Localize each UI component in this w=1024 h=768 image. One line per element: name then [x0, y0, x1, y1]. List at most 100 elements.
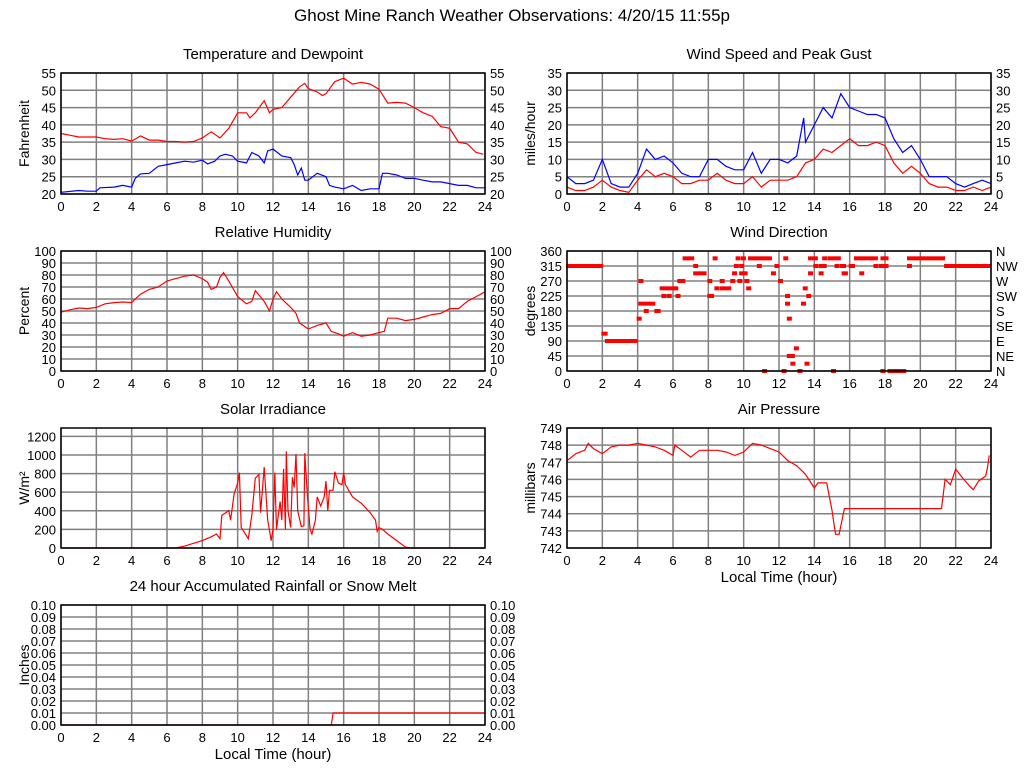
wind-direction-mark [848, 264, 855, 268]
y-tick-label: 600 [34, 485, 56, 500]
wind-direction-mark [804, 361, 810, 366]
y-tick-label: 1000 [27, 448, 56, 463]
right-y-tick-label: 100 [490, 244, 512, 259]
wind-direction-mark [733, 264, 739, 268]
wind-direction-mark [737, 279, 743, 283]
y-tick-label: 60 [42, 292, 56, 307]
right-y-tick-label: 20 [996, 118, 1010, 133]
x-tick-label: 18 [878, 199, 892, 214]
wind-direction-mark [746, 286, 752, 291]
y-tick-label: 45 [548, 349, 562, 364]
y-tick-label: 747 [540, 455, 562, 470]
y-tick-label: 40 [42, 316, 56, 331]
y-tick-label: 749 [540, 421, 562, 436]
page-title: Ghost Mine Ranch Weather Observations: 4… [294, 6, 730, 25]
wind-direction-mark [730, 279, 736, 283]
y-tick-label: 35 [548, 66, 562, 81]
plot-border [566, 250, 992, 372]
x-tick-label: 0 [57, 553, 64, 568]
y-tick-label: 0 [49, 364, 56, 379]
y-tick-label: 180 [540, 304, 562, 319]
x-tick-label: 2 [93, 199, 100, 214]
wind-direction-mark [677, 279, 686, 283]
wind-direction-mark [813, 264, 819, 268]
y-tick-label: 0.04 [31, 670, 56, 685]
x-tick-label: 10 [230, 730, 244, 745]
right-y-tick-label: 0 [996, 187, 1003, 202]
y-tick-label: 20 [548, 118, 562, 133]
wind-direction-mark [785, 294, 791, 298]
x-tick-label: 20 [407, 553, 421, 568]
right-y-tick-label: 10 [996, 152, 1010, 167]
y-axis-label: Fahrenheit [16, 100, 32, 167]
x-tick-label: 18 [372, 199, 386, 214]
wind-direction-mark [675, 294, 681, 298]
x-tick-label: 20 [913, 376, 927, 391]
y-axis-label: Inches [16, 644, 32, 685]
wind-direction-mark [719, 286, 732, 291]
x-tick-label: 24 [478, 199, 492, 214]
y-tick-label: 25 [548, 101, 562, 116]
series-line-solar-irradiance [61, 451, 485, 549]
wind-direction-mark [638, 301, 656, 306]
y-axis-label: millibars [522, 462, 538, 513]
x-axis-label: Local Time (hour) [721, 569, 838, 586]
wind-direction-mark [808, 271, 814, 276]
x-tick-label: 4 [634, 553, 641, 568]
y-tick-label: 50 [42, 83, 56, 98]
x-tick-label: 8 [705, 376, 712, 391]
rainfall-chart: 24 hour Accumulated Rainfall or Snow Mel… [16, 578, 515, 763]
x-tick-label: 22 [948, 553, 962, 568]
x-tick-label: 2 [599, 199, 606, 214]
x-tick-label: 14 [301, 730, 315, 745]
y-tick-label: 0 [555, 187, 562, 202]
series-line-peak-gust [567, 92, 991, 188]
right-y-tick-label: 5 [996, 170, 1003, 185]
x-tick-label: 8 [199, 376, 206, 391]
chart-title: Wind Speed and Peak Gust [686, 46, 872, 63]
y-tick-label: 1200 [27, 429, 56, 444]
y-axis-label: W/m² [16, 471, 32, 505]
right-y-tick-label: 40 [490, 316, 504, 331]
y-tick-label: 360 [540, 244, 562, 259]
x-tick-label: 4 [128, 376, 135, 391]
wind-direction-mark [756, 264, 762, 268]
y-tick-label: 70 [42, 280, 56, 295]
y-tick-label: 40 [42, 118, 56, 133]
x-tick-label: 22 [948, 376, 962, 391]
right-y-tick-label: 15 [996, 135, 1010, 150]
x-tick-label: 10 [736, 553, 750, 568]
x-tick-label: 14 [301, 553, 315, 568]
x-tick-label: 2 [93, 730, 100, 745]
x-tick-label: 0 [563, 199, 570, 214]
x-tick-label: 0 [563, 376, 570, 391]
wind-direction-mark [659, 286, 679, 291]
y-tick-label: 743 [540, 524, 562, 539]
x-tick-label: 12 [266, 553, 280, 568]
wind-direction-mark [693, 271, 707, 276]
y-tick-label: 30 [548, 83, 562, 98]
x-tick-label: 10 [736, 376, 750, 391]
x-tick-label: 2 [599, 553, 606, 568]
y-tick-label: 800 [34, 467, 56, 482]
chart-title: Temperature and Dewpoint [183, 46, 364, 63]
right-y-tick-label: 20 [490, 187, 504, 202]
right-y-tick-label: 25 [996, 101, 1010, 116]
x-tick-label: 24 [478, 553, 492, 568]
y-tick-label: 15 [548, 135, 562, 150]
series-line-wind-speed [567, 137, 991, 193]
wind-direction-mark [793, 346, 799, 351]
wind-direction-mark [853, 256, 878, 261]
y-tick-label: 0.07 [31, 634, 56, 649]
x-tick-label: 22 [442, 730, 456, 745]
y-axis-label: miles/hour [522, 101, 538, 166]
x-tick-label: 16 [842, 376, 856, 391]
wind-direction-mark [566, 264, 604, 268]
wind-direction-mark [735, 256, 741, 261]
x-tick-label: 6 [163, 376, 170, 391]
y-tick-label: 10 [42, 352, 56, 367]
series-line-dewpoint [61, 148, 485, 193]
